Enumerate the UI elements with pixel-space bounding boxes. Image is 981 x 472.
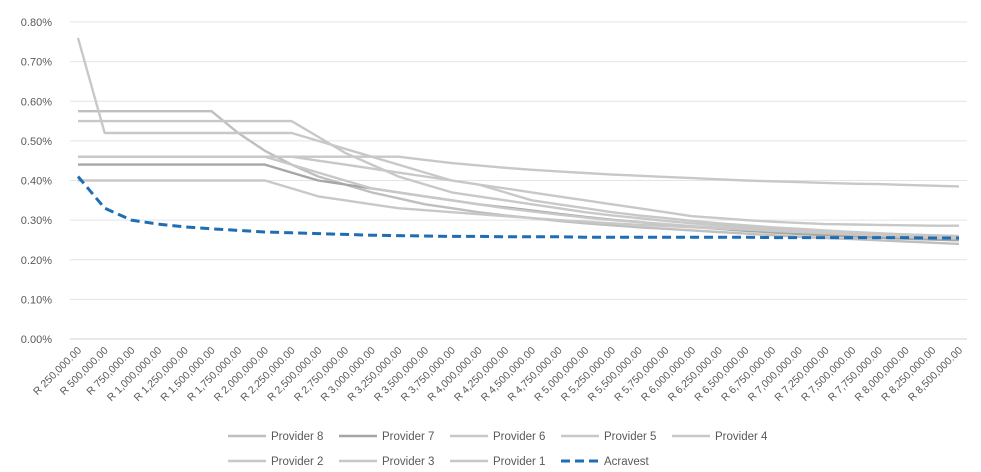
legend-label: Provider 4 [715,431,768,443]
legend-label: Provider 1 [493,456,545,468]
y-tick-label: 0.80% [21,17,52,29]
series-line-provider-2 [78,155,959,227]
series-line-provider-4 [76,37,960,238]
y-tick-label: 0.50% [21,136,52,148]
legend-label: Provider 3 [382,456,434,468]
series-line-provider-1 [78,155,960,240]
y-tick-label: 0.00% [21,334,52,346]
series-lines [76,37,960,246]
legend-label: Provider 5 [604,431,656,443]
legend-label: Provider 2 [271,456,323,468]
y-tick-label: 0.40% [21,176,52,188]
y-tick-label: 0.70% [21,57,52,69]
legend-label: Acravest [604,456,650,468]
y-tick-label: 0.30% [21,215,52,227]
x-axis: R 250,000.00R 500,000.00R 750,000.00R 1,… [31,345,965,404]
y-axis: 0.00% 0.10% 0.20% 0.30% 0.40% 0.50% 0.60% 0.70%… [21,17,52,346]
y-tick-label: 0.20% [21,255,52,267]
legend-label: Provider 6 [493,431,545,443]
y-tick-label: 0.60% [21,96,52,108]
series-line-provider-6 [78,155,960,188]
y-tick-label: 0.10% [21,294,52,306]
legend-label: Provider 8 [271,431,323,443]
legend: Provider 8 Provider 7 Provider 6 Provider 5… [228,431,768,468]
series-line-acravest [76,175,959,240]
legend-label: Provider 7 [382,431,434,443]
